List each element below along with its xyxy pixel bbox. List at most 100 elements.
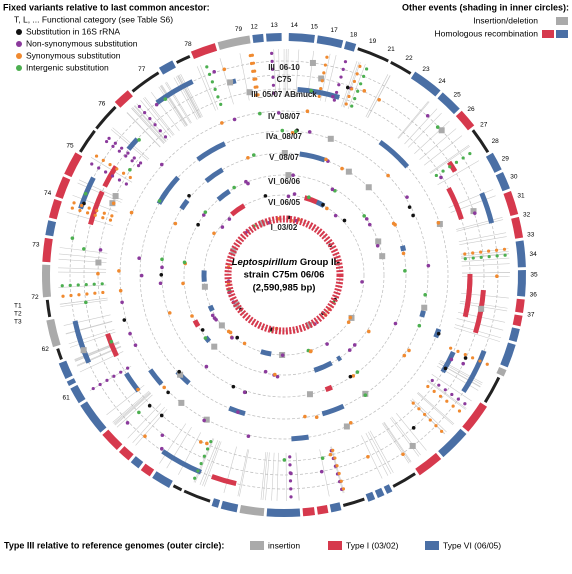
- ring-label: VI_06/05: [268, 198, 301, 207]
- variant-dot: [448, 165, 451, 168]
- variant-dot: [423, 293, 427, 297]
- recombination: [422, 311, 424, 317]
- variant-dot: [88, 206, 91, 209]
- variant-dot: [480, 256, 483, 259]
- legend-item: Synonymous substitution: [26, 50, 121, 60]
- scaffold-block: [385, 488, 390, 491]
- spoke: [114, 393, 150, 425]
- genus: Leptospirillum: [232, 257, 298, 268]
- scaffold-block: [58, 349, 62, 360]
- variant-dot: [340, 167, 344, 171]
- legend-item: Substitution in 16S rRNA: [26, 26, 120, 36]
- scaffold-label: 19: [369, 38, 377, 45]
- scaffold-label: 22: [405, 55, 413, 62]
- scaffold-block: [133, 73, 159, 92]
- scaffold-label: 61: [62, 394, 70, 401]
- indel: [478, 306, 484, 312]
- variant-dot: [196, 223, 200, 227]
- variant-dot: [161, 433, 165, 437]
- variant-dot: [362, 75, 365, 78]
- variant-dot: [85, 283, 88, 286]
- scaffold-block: [317, 509, 327, 511]
- recombination: [218, 191, 229, 200]
- spoke: [411, 400, 445, 434]
- spoke: [461, 258, 509, 262]
- indel: [211, 344, 217, 350]
- scaffold-block: [46, 238, 48, 262]
- variant-dot: [82, 247, 86, 251]
- recombination: [326, 387, 332, 390]
- variant-dot: [104, 170, 107, 173]
- variant-dot: [126, 421, 130, 425]
- scaffold-block: [489, 155, 498, 171]
- variant-dot: [468, 152, 471, 155]
- variant-dot: [160, 163, 164, 167]
- variant-dot: [205, 65, 208, 68]
- variant-dot: [205, 365, 209, 369]
- scaffold-block: [192, 47, 216, 55]
- scaffold-label: 33: [527, 231, 535, 238]
- variant-dot: [439, 395, 442, 398]
- variant-dot: [111, 174, 114, 177]
- variant-dot: [435, 174, 438, 177]
- scaffold-block: [473, 130, 488, 152]
- variant-dot: [71, 236, 75, 240]
- variant-dot: [95, 154, 98, 157]
- scaffold-block: [118, 93, 131, 105]
- variant-dot: [394, 322, 398, 326]
- scaffold-block: [367, 495, 374, 498]
- variant-dot: [143, 434, 147, 438]
- variant-dot: [126, 366, 129, 369]
- scaffold-label: 72: [31, 294, 39, 301]
- variant-dot: [78, 209, 81, 212]
- variant-dot: [350, 104, 353, 107]
- scaffold-block: [343, 499, 364, 505]
- spoke: [408, 113, 441, 147]
- variant-dot: [436, 125, 440, 129]
- scaffold-block: [105, 432, 119, 447]
- recombination: [181, 200, 187, 208]
- variant-dot: [405, 195, 409, 199]
- ring-label: I_03/02: [271, 223, 298, 232]
- indel: [421, 305, 427, 311]
- variant-dot: [437, 384, 440, 387]
- variant-dot: [348, 348, 352, 352]
- variant-dot: [450, 393, 453, 396]
- variant-dot: [181, 282, 185, 286]
- scaffold-block: [47, 300, 49, 317]
- variant-dot: [199, 440, 203, 444]
- variant-dot: [318, 95, 321, 98]
- variant-dot: [212, 231, 216, 235]
- variant-dot: [462, 156, 465, 159]
- variant-dot: [163, 97, 167, 101]
- variant-dot: [471, 251, 474, 254]
- variant-dot: [270, 52, 273, 55]
- variant-dot: [364, 393, 368, 397]
- scaffold-label: 75: [66, 143, 74, 150]
- scaffold-block: [417, 456, 438, 472]
- variant-dot: [347, 95, 350, 98]
- legend-note: T, L, ... Functional category (see Table…: [14, 14, 173, 24]
- variant-dot: [72, 201, 75, 204]
- variant-dot: [211, 80, 214, 83]
- variant-dot: [80, 204, 83, 207]
- indel: [81, 347, 87, 353]
- variant-dot: [329, 453, 333, 457]
- variant-dot: [303, 415, 307, 419]
- scaffold-block: [219, 39, 250, 46]
- variant-dot: [148, 117, 151, 120]
- variant-dot: [463, 402, 466, 405]
- variant-dot: [69, 284, 72, 287]
- indel: [310, 60, 316, 66]
- variant-dot: [472, 256, 475, 259]
- variant-dot: [153, 123, 156, 126]
- scaffold-block: [161, 64, 174, 71]
- scaffold-block: [391, 62, 411, 73]
- legend-swatch: [328, 541, 342, 550]
- variant-dot: [441, 169, 444, 172]
- variant-dot: [84, 301, 88, 305]
- scaffold-block: [84, 403, 104, 430]
- variant-dot: [338, 472, 341, 475]
- spoke: [462, 264, 510, 266]
- scaffold-block: [49, 221, 52, 235]
